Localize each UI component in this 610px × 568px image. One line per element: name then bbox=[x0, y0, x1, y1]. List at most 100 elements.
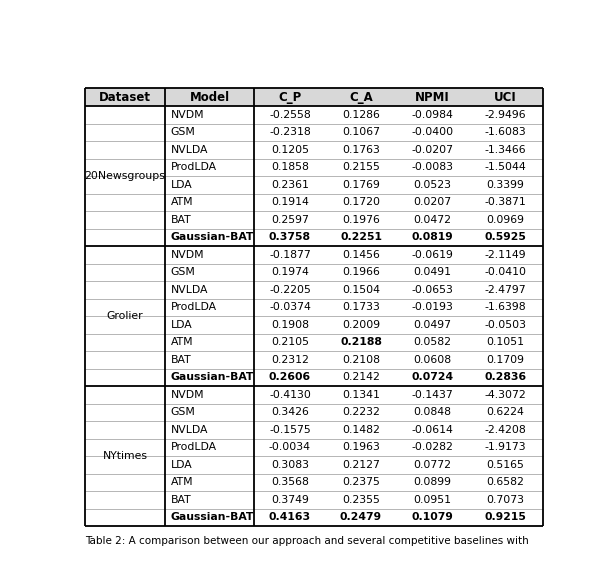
Text: Gaussian-BAT: Gaussian-BAT bbox=[171, 373, 254, 382]
Text: NVLDA: NVLDA bbox=[171, 145, 208, 155]
Text: BAT: BAT bbox=[171, 355, 192, 365]
Text: 0.3758: 0.3758 bbox=[269, 232, 311, 243]
Text: 0.1067: 0.1067 bbox=[342, 127, 380, 137]
Text: 0.1720: 0.1720 bbox=[342, 198, 380, 207]
Text: 0.2355: 0.2355 bbox=[342, 495, 380, 505]
Text: ATM: ATM bbox=[171, 477, 193, 487]
Text: 0.0523: 0.0523 bbox=[413, 180, 451, 190]
Text: 0.2312: 0.2312 bbox=[271, 355, 309, 365]
Text: NYtimes: NYtimes bbox=[102, 451, 148, 461]
Text: 0.0497: 0.0497 bbox=[413, 320, 451, 330]
Text: -0.0034: -0.0034 bbox=[269, 442, 311, 452]
Text: -0.3871: -0.3871 bbox=[484, 198, 526, 207]
Text: -1.9173: -1.9173 bbox=[485, 442, 526, 452]
Text: 0.4163: 0.4163 bbox=[269, 512, 311, 523]
Text: 0.0724: 0.0724 bbox=[411, 373, 453, 382]
Text: GSM: GSM bbox=[171, 127, 196, 137]
Text: NVLDA: NVLDA bbox=[171, 425, 208, 435]
Text: 0.2251: 0.2251 bbox=[340, 232, 382, 243]
Text: -2.9496: -2.9496 bbox=[485, 110, 526, 120]
Text: ProdLDA: ProdLDA bbox=[171, 442, 217, 452]
Text: 0.1976: 0.1976 bbox=[342, 215, 380, 225]
Text: -0.0374: -0.0374 bbox=[269, 302, 311, 312]
Text: 0.0207: 0.0207 bbox=[413, 198, 451, 207]
Text: 0.1769: 0.1769 bbox=[342, 180, 380, 190]
Text: 0.5165: 0.5165 bbox=[487, 460, 525, 470]
Text: -0.0503: -0.0503 bbox=[484, 320, 526, 330]
Text: 0.5925: 0.5925 bbox=[484, 232, 526, 243]
Text: GSM: GSM bbox=[171, 407, 196, 417]
Text: -0.1575: -0.1575 bbox=[269, 425, 311, 435]
Text: 0.0951: 0.0951 bbox=[413, 495, 451, 505]
Text: -0.4130: -0.4130 bbox=[269, 390, 311, 400]
Text: BAT: BAT bbox=[171, 215, 192, 225]
Text: GSM: GSM bbox=[171, 268, 196, 277]
Text: 0.2836: 0.2836 bbox=[484, 373, 526, 382]
Bar bbox=[85, 88, 544, 106]
Text: 0.7073: 0.7073 bbox=[487, 495, 525, 505]
Text: 0.1763: 0.1763 bbox=[342, 145, 380, 155]
Text: 0.0899: 0.0899 bbox=[413, 477, 451, 487]
Text: 0.1733: 0.1733 bbox=[342, 302, 380, 312]
Text: ATM: ATM bbox=[171, 337, 193, 348]
Text: -0.0193: -0.0193 bbox=[411, 302, 453, 312]
Text: 0.2232: 0.2232 bbox=[342, 407, 380, 417]
Text: 0.1504: 0.1504 bbox=[342, 285, 380, 295]
Text: 0.0582: 0.0582 bbox=[413, 337, 451, 348]
Text: 0.3399: 0.3399 bbox=[487, 180, 525, 190]
Text: 0.1205: 0.1205 bbox=[271, 145, 309, 155]
Text: -1.5044: -1.5044 bbox=[484, 162, 526, 173]
Text: 0.1079: 0.1079 bbox=[411, 512, 453, 523]
Text: ATM: ATM bbox=[171, 198, 193, 207]
Text: 0.3749: 0.3749 bbox=[271, 495, 309, 505]
Text: 0.2127: 0.2127 bbox=[342, 460, 380, 470]
Text: 0.2155: 0.2155 bbox=[342, 162, 380, 173]
Text: 0.1051: 0.1051 bbox=[487, 337, 525, 348]
Text: -2.4797: -2.4797 bbox=[485, 285, 526, 295]
Text: 0.1914: 0.1914 bbox=[271, 198, 309, 207]
Text: 0.9215: 0.9215 bbox=[484, 512, 526, 523]
Text: 0.2009: 0.2009 bbox=[342, 320, 380, 330]
Text: 0.0848: 0.0848 bbox=[413, 407, 451, 417]
Text: C_P: C_P bbox=[278, 90, 301, 103]
Text: 0.3426: 0.3426 bbox=[271, 407, 309, 417]
Text: Table 2: A comparison between our approach and several competitive baselines wit: Table 2: A comparison between our approa… bbox=[85, 536, 528, 546]
Text: 0.6582: 0.6582 bbox=[487, 477, 525, 487]
Text: 0.1966: 0.1966 bbox=[342, 268, 380, 277]
Text: -0.0282: -0.0282 bbox=[411, 442, 453, 452]
Text: 0.1974: 0.1974 bbox=[271, 268, 309, 277]
Text: -0.0619: -0.0619 bbox=[411, 250, 453, 260]
Text: 0.0472: 0.0472 bbox=[413, 215, 451, 225]
Text: 0.0969: 0.0969 bbox=[487, 215, 525, 225]
Text: NVDM: NVDM bbox=[171, 110, 204, 120]
Text: -0.2558: -0.2558 bbox=[269, 110, 311, 120]
Text: 0.2108: 0.2108 bbox=[342, 355, 380, 365]
Text: Grolier: Grolier bbox=[107, 311, 143, 321]
Text: Model: Model bbox=[190, 90, 230, 103]
Text: -0.0614: -0.0614 bbox=[411, 425, 453, 435]
Text: -0.1877: -0.1877 bbox=[269, 250, 311, 260]
Text: NVDM: NVDM bbox=[171, 390, 204, 400]
Text: 0.2479: 0.2479 bbox=[340, 512, 382, 523]
Text: 0.2606: 0.2606 bbox=[269, 373, 311, 382]
Text: Gaussian-BAT: Gaussian-BAT bbox=[171, 232, 254, 243]
Text: -2.4208: -2.4208 bbox=[484, 425, 526, 435]
Text: NPMI: NPMI bbox=[415, 90, 450, 103]
Text: 0.0772: 0.0772 bbox=[413, 460, 451, 470]
Text: -0.1437: -0.1437 bbox=[411, 390, 453, 400]
Text: 0.1858: 0.1858 bbox=[271, 162, 309, 173]
Text: 0.1286: 0.1286 bbox=[342, 110, 380, 120]
Text: 0.2361: 0.2361 bbox=[271, 180, 309, 190]
Text: BAT: BAT bbox=[171, 495, 192, 505]
Text: 0.2375: 0.2375 bbox=[342, 477, 380, 487]
Text: -0.0653: -0.0653 bbox=[411, 285, 453, 295]
Text: 0.1908: 0.1908 bbox=[271, 320, 309, 330]
Text: -1.6083: -1.6083 bbox=[484, 127, 526, 137]
Text: LDA: LDA bbox=[171, 460, 192, 470]
Text: 0.6224: 0.6224 bbox=[487, 407, 525, 417]
Text: 0.2142: 0.2142 bbox=[342, 373, 380, 382]
Text: ProdLDA: ProdLDA bbox=[171, 302, 217, 312]
Text: LDA: LDA bbox=[171, 320, 192, 330]
Text: 0.2105: 0.2105 bbox=[271, 337, 309, 348]
Text: NVLDA: NVLDA bbox=[171, 285, 208, 295]
